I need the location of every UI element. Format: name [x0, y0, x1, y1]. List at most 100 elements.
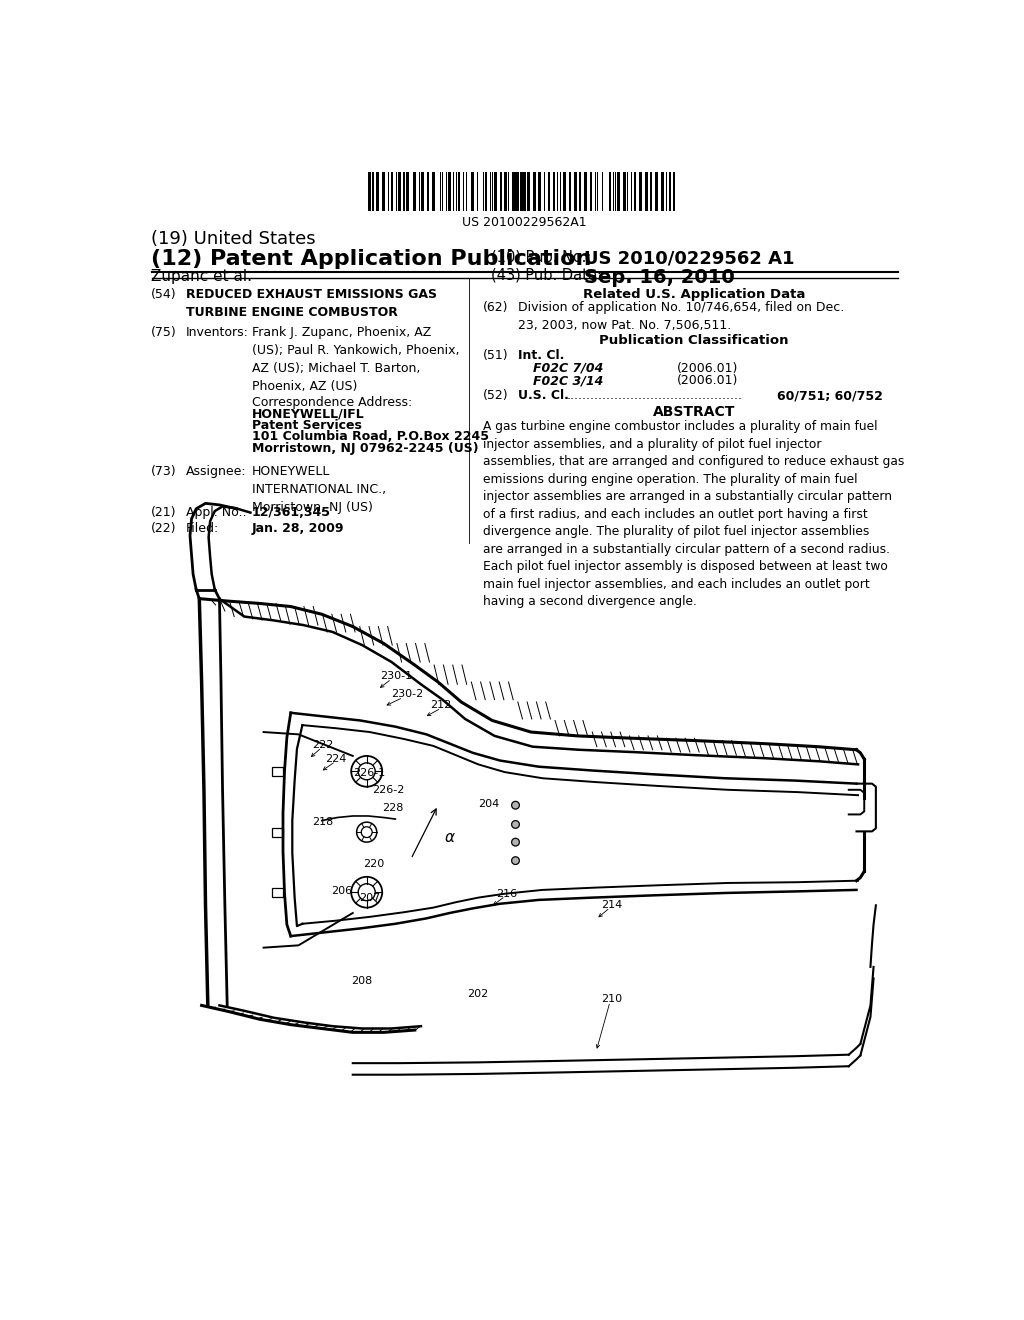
Text: (19) United States: (19) United States [152, 230, 315, 248]
Bar [484, 173, 486, 211]
Bar [382, 173, 385, 211]
Text: (73): (73) [152, 465, 177, 478]
Bar [527, 173, 530, 211]
Bar [579, 173, 581, 211]
Circle shape [512, 821, 519, 829]
Text: U.S. Cl.: U.S. Cl. [518, 389, 568, 403]
Text: (2006.01): (2006.01) [677, 362, 738, 375]
Text: (21): (21) [152, 507, 177, 520]
Bar [403, 173, 406, 211]
Text: (10) Pub. No.:: (10) Pub. No.: [490, 249, 591, 264]
Bar [520, 173, 521, 211]
Bar [634, 173, 636, 211]
Text: Inventors:: Inventors: [186, 326, 249, 339]
Text: (62): (62) [483, 301, 509, 314]
Text: ............................................: ........................................… [566, 389, 742, 403]
Text: Filed:: Filed: [186, 521, 219, 535]
Bar [639, 173, 642, 211]
Text: (2006.01): (2006.01) [677, 374, 738, 387]
Bar [500, 173, 503, 211]
Text: Appl. No.:: Appl. No.: [186, 507, 247, 520]
Bar [574, 173, 577, 211]
Bar [534, 173, 537, 211]
Bar [427, 173, 429, 211]
Text: F02C 7/04: F02C 7/04 [534, 362, 604, 375]
Text: 226-2: 226-2 [372, 785, 404, 795]
Text: 12/361,345: 12/361,345 [252, 507, 331, 520]
Bar [538, 173, 541, 211]
Text: Jan. 28, 2009: Jan. 28, 2009 [252, 521, 344, 535]
Bar [398, 173, 400, 211]
Bar [662, 173, 665, 211]
Bar [624, 173, 627, 211]
Bar [369, 173, 372, 211]
Text: 224: 224 [326, 754, 347, 764]
Bar [445, 173, 447, 211]
Bar [508, 173, 509, 211]
Bar [372, 173, 374, 211]
Text: 218: 218 [312, 817, 334, 828]
Text: $\alpha$: $\alpha$ [444, 830, 456, 845]
Bar [560, 173, 561, 211]
Text: 208: 208 [351, 975, 373, 986]
Bar [421, 173, 424, 211]
Text: Zupanc et al.: Zupanc et al. [152, 269, 252, 284]
Bar [516, 173, 519, 211]
Bar [669, 173, 672, 211]
Bar [432, 173, 435, 211]
Bar [376, 173, 379, 211]
Text: Correspondence Address:: Correspondence Address: [252, 396, 413, 409]
Text: HONEYWELL
INTERNATIONAL INC.,
Morristown, NJ (US): HONEYWELL INTERNATIONAL INC., Morristown… [252, 465, 386, 513]
Bar [548, 173, 550, 211]
Bar [645, 173, 648, 211]
Bar [649, 173, 652, 211]
Bar [466, 173, 467, 211]
Bar [673, 173, 675, 211]
Bar [407, 173, 410, 211]
Text: 230-1: 230-1 [380, 671, 412, 681]
Bar [414, 173, 417, 211]
Text: (22): (22) [152, 521, 177, 535]
Text: Patent Services: Patent Services [252, 418, 361, 432]
Bar [272, 828, 283, 837]
Text: (51): (51) [483, 350, 509, 363]
Bar [449, 173, 452, 211]
Bar [272, 887, 283, 896]
Bar [272, 767, 283, 776]
Text: 206: 206 [331, 887, 352, 896]
Bar [504, 173, 507, 211]
Text: REDUCED EXHAUST EMISSIONS GAS
TURBINE ENGINE COMBUSTOR: REDUCED EXHAUST EMISSIONS GAS TURBINE EN… [186, 288, 437, 318]
Bar [471, 173, 474, 211]
Bar [608, 173, 611, 211]
Bar [522, 173, 525, 211]
Text: Division of application No. 10/746,654, filed on Dec.
23, 2003, now Pat. No. 7,5: Division of application No. 10/746,654, … [518, 301, 844, 331]
Text: Publication Classification: Publication Classification [599, 334, 788, 347]
Bar [584, 173, 587, 211]
Text: 220: 220 [362, 859, 384, 869]
Bar [655, 173, 658, 211]
Circle shape [512, 801, 519, 809]
Bar [597, 173, 598, 211]
Text: 214: 214 [601, 900, 622, 911]
Text: 60/751; 60/752: 60/751; 60/752 [777, 389, 884, 403]
Bar [458, 173, 461, 211]
Text: (12) Patent Application Publication: (12) Patent Application Publication [152, 249, 592, 269]
Text: HONEYWELL/IFL: HONEYWELL/IFL [252, 407, 365, 420]
Bar [590, 173, 592, 211]
Text: 212: 212 [430, 700, 452, 710]
Bar [557, 173, 558, 211]
Text: Assignee:: Assignee: [186, 465, 247, 478]
Bar [553, 173, 555, 211]
Text: US 2010/0229562 A1: US 2010/0229562 A1 [584, 249, 795, 267]
Text: Morristown, NJ 07962-2245 (US): Morristown, NJ 07962-2245 (US) [252, 442, 478, 455]
Circle shape [512, 838, 519, 846]
Text: 202: 202 [467, 989, 488, 999]
Text: ABSTRACT: ABSTRACT [652, 405, 735, 418]
Text: 226-1: 226-1 [352, 768, 385, 777]
Bar [489, 173, 492, 211]
Bar [614, 173, 616, 211]
Text: A gas turbine engine combustor includes a plurality of main fuel
injector assemb: A gas turbine engine combustor includes … [483, 420, 904, 609]
Text: 228: 228 [382, 803, 403, 813]
Bar [617, 173, 621, 211]
Bar [512, 173, 515, 211]
